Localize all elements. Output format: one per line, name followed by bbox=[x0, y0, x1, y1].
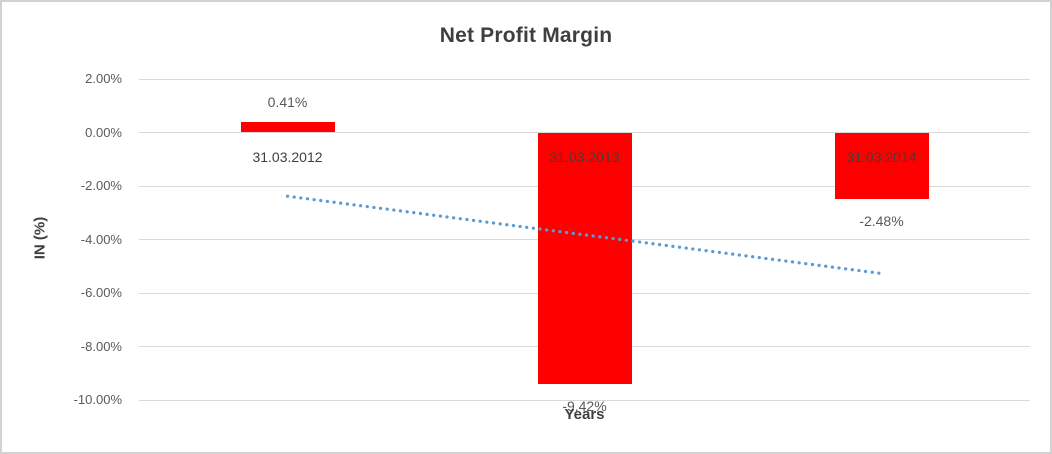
bar-value-label: -2.48% bbox=[859, 212, 904, 229]
trendline bbox=[285, 194, 884, 276]
y-tick-label: -8.00% bbox=[80, 338, 122, 354]
bar bbox=[240, 121, 335, 133]
bar-category-label: 31.03.2013 bbox=[549, 148, 620, 165]
gridline bbox=[139, 399, 1030, 401]
bar bbox=[537, 132, 632, 385]
y-tick-label: 0.00% bbox=[85, 124, 122, 140]
y-tick-label: -10.00% bbox=[73, 392, 122, 407]
bar-value-label: 0.41% bbox=[267, 93, 308, 110]
y-tick-label: -2.00% bbox=[80, 178, 122, 193]
plot-area: 0.41% 31.03.2012 -9.42% 31.03.2013 -2.48% 31.… bbox=[139, 78, 1030, 414]
y-tick-label: -4.00% bbox=[80, 231, 122, 247]
bar-value-label: -9.42% bbox=[562, 398, 607, 415]
bar-category-label: 31.03.2012 bbox=[252, 148, 323, 165]
x-axis-title: Years bbox=[564, 406, 605, 423]
bar bbox=[834, 132, 929, 199]
y-tick-label: -6.00% bbox=[80, 285, 122, 300]
y-tick-label: 2.00% bbox=[85, 71, 122, 86]
chart-title: Net Profit Margin bbox=[439, 24, 613, 47]
bar-category-label: 31.03.2014 bbox=[846, 148, 917, 165]
gridline bbox=[139, 78, 1030, 80]
